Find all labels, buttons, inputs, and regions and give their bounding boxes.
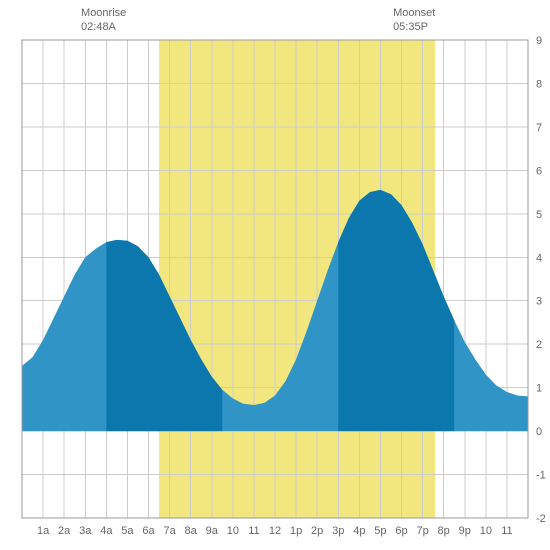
x-tick-label: 4a <box>100 525 113 537</box>
x-tick-label: 9a <box>206 525 219 537</box>
x-tick-label: 3a <box>79 525 92 537</box>
y-tick-label: 8 <box>536 78 542 90</box>
moonset-label: Moonset <box>393 7 435 19</box>
y-tick-label: 1 <box>536 383 542 395</box>
x-tick-label: 1a <box>37 525 50 537</box>
moonrise-annotation: Moonrise 02:48A <box>81 6 126 35</box>
x-tick-label: 10 <box>227 525 239 537</box>
x-tick-label: 2p <box>311 525 323 537</box>
y-tick-label: -2 <box>536 513 546 525</box>
y-tick-label: 9 <box>536 35 542 47</box>
x-tick-label: 10 <box>480 525 492 537</box>
moonset-time: 05:35P <box>393 20 435 34</box>
moonrise-time: 02:48A <box>81 20 126 34</box>
chart-svg: 1a2a3a4a5a6a7a8a9a1011121p2p3p4p5p6p7p8p… <box>0 0 550 550</box>
x-tick-label: 7p <box>416 525 428 537</box>
y-tick-label: 7 <box>536 122 542 134</box>
x-tick-label: 1p <box>290 525 302 537</box>
x-tick-label: 5a <box>121 525 134 537</box>
x-tick-label: 3p <box>332 525 344 537</box>
x-tick-label: 4p <box>353 525 365 537</box>
moonrise-label: Moonrise <box>81 7 126 19</box>
y-tick-label: 3 <box>536 296 542 308</box>
y-tick-label: 2 <box>536 339 542 351</box>
x-tick-label: 6p <box>395 525 407 537</box>
y-tick-label: 4 <box>536 252 542 264</box>
y-tick-label: -1 <box>536 470 546 482</box>
x-tick-label: 5p <box>374 525 386 537</box>
x-tick-label: 12 <box>269 525 281 537</box>
y-tick-label: 0 <box>536 426 542 438</box>
x-tick-label: 7a <box>163 525 176 537</box>
y-tick-label: 5 <box>536 209 542 221</box>
y-tick-label: 6 <box>536 165 542 177</box>
x-tick-label: 8a <box>185 525 198 537</box>
tide-chart: Moonrise 02:48A Moonset 05:35P 1a 2a 3a 4a 5… <box>0 0 550 550</box>
x-tick-label: 9p <box>459 525 471 537</box>
moonset-annotation: Moonset 05:35P <box>393 6 435 35</box>
x-tick-label: 2a <box>58 525 71 537</box>
x-tick-label: 8p <box>438 525 450 537</box>
x-tick-label: 11 <box>501 525 512 537</box>
x-tick-label: 11 <box>248 525 259 537</box>
x-tick-label: 6a <box>142 525 155 537</box>
